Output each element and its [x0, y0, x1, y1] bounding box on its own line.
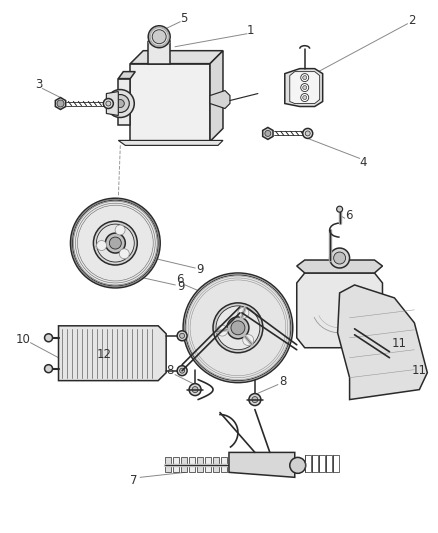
Polygon shape [55, 98, 66, 109]
Circle shape [330, 248, 350, 268]
Circle shape [216, 306, 260, 350]
Polygon shape [106, 92, 118, 116]
Circle shape [303, 95, 307, 100]
Polygon shape [297, 260, 382, 273]
Polygon shape [205, 457, 211, 472]
Circle shape [303, 76, 307, 79]
Circle shape [183, 273, 293, 383]
Circle shape [177, 366, 187, 376]
Text: 11: 11 [392, 337, 407, 350]
Circle shape [180, 368, 184, 373]
Circle shape [119, 249, 129, 259]
Text: 2: 2 [408, 14, 415, 27]
Circle shape [115, 225, 125, 235]
Circle shape [265, 131, 271, 136]
Circle shape [301, 74, 309, 82]
Polygon shape [210, 51, 223, 141]
Text: 9: 9 [177, 280, 185, 294]
Polygon shape [130, 51, 223, 63]
Polygon shape [290, 71, 320, 103]
Polygon shape [130, 63, 210, 141]
Text: 6: 6 [177, 273, 184, 286]
Circle shape [305, 131, 310, 136]
Circle shape [243, 335, 254, 345]
Circle shape [117, 100, 124, 108]
Text: 3: 3 [35, 78, 42, 91]
Text: 1: 1 [247, 24, 254, 37]
Polygon shape [338, 285, 427, 400]
Polygon shape [59, 326, 166, 381]
Text: 12: 12 [97, 348, 112, 361]
Circle shape [72, 200, 158, 286]
Polygon shape [165, 457, 171, 472]
Circle shape [106, 233, 125, 253]
Polygon shape [263, 127, 273, 140]
Circle shape [290, 457, 306, 473]
Circle shape [364, 303, 374, 313]
Circle shape [252, 397, 258, 402]
Polygon shape [210, 91, 230, 109]
Polygon shape [181, 457, 187, 472]
Circle shape [111, 94, 129, 112]
Circle shape [231, 321, 245, 335]
Circle shape [177, 331, 187, 341]
Circle shape [213, 303, 263, 353]
Circle shape [301, 84, 309, 92]
Text: 11: 11 [412, 364, 427, 377]
Circle shape [238, 308, 249, 318]
Polygon shape [229, 453, 295, 478]
Text: 8: 8 [279, 375, 286, 388]
Polygon shape [148, 42, 170, 63]
Circle shape [334, 252, 346, 264]
Polygon shape [118, 78, 130, 125]
Polygon shape [213, 457, 219, 472]
Circle shape [45, 365, 53, 373]
Polygon shape [221, 457, 227, 472]
Circle shape [301, 94, 309, 101]
Polygon shape [189, 457, 195, 472]
Text: 9: 9 [196, 263, 204, 277]
Circle shape [227, 317, 249, 339]
Circle shape [96, 224, 134, 262]
Circle shape [303, 86, 307, 90]
Circle shape [110, 237, 121, 249]
Circle shape [71, 198, 160, 288]
Circle shape [106, 101, 111, 106]
Circle shape [103, 99, 113, 109]
Circle shape [249, 393, 261, 406]
Circle shape [97, 240, 106, 251]
Circle shape [303, 128, 313, 139]
Circle shape [364, 323, 374, 333]
Text: 10: 10 [15, 333, 30, 346]
Text: 5: 5 [180, 12, 188, 25]
Circle shape [106, 90, 134, 117]
Polygon shape [285, 69, 323, 107]
Polygon shape [118, 140, 223, 146]
Circle shape [152, 30, 166, 44]
Circle shape [217, 325, 228, 336]
Circle shape [185, 275, 291, 381]
Polygon shape [197, 457, 203, 472]
Circle shape [192, 386, 198, 393]
Polygon shape [173, 457, 179, 472]
Circle shape [180, 333, 184, 338]
Polygon shape [118, 71, 135, 78]
Text: 6: 6 [345, 208, 352, 222]
Circle shape [148, 26, 170, 47]
Polygon shape [297, 273, 382, 348]
Circle shape [93, 221, 137, 265]
Circle shape [189, 384, 201, 395]
Text: 4: 4 [360, 156, 367, 169]
Circle shape [337, 206, 343, 212]
Text: 7: 7 [130, 474, 137, 487]
Circle shape [57, 100, 64, 107]
Circle shape [45, 334, 53, 342]
Text: 8: 8 [166, 364, 174, 377]
